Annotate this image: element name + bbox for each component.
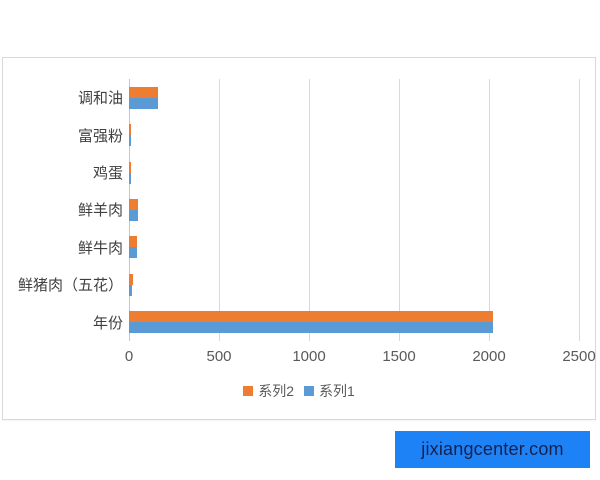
- bar-row: [129, 116, 579, 153]
- bar-row: [129, 229, 579, 266]
- x-tick-label: 500: [206, 348, 232, 365]
- bar-系列1: [129, 172, 131, 184]
- watermark-text: jixiangcenter.com: [421, 439, 564, 459]
- bar-系列1: [129, 209, 138, 221]
- category-label: 年份: [92, 314, 123, 332]
- bar-系列2: [129, 273, 133, 285]
- gridline: [489, 79, 490, 341]
- bar-系列1: [129, 97, 158, 109]
- bar-row: [129, 191, 579, 228]
- gridline: [579, 79, 580, 341]
- legend-swatch-系列1: [304, 386, 314, 396]
- legend-item-系列2: 系列2: [243, 381, 294, 401]
- x-tick-label: 0: [124, 348, 134, 365]
- x-tick-label: 1000: [292, 348, 326, 365]
- chart-frame: 调和油富强粉鸡蛋鲜羊肉鲜牛肉鲜猪肉（五花） 年份 0 500 1000 1500 2000…: [2, 57, 596, 420]
- bar-row: [129, 154, 579, 191]
- x-axis: 0 500 1000 1500 2000 2500: [3, 348, 596, 366]
- legend-item-系列1: 系列1: [304, 381, 355, 401]
- gridline: [219, 79, 220, 341]
- bar-row: [129, 304, 579, 341]
- bar-系列2: [129, 236, 138, 248]
- x-tick-label: 2000: [472, 348, 506, 365]
- category-label: 鲜牛肉: [77, 239, 123, 257]
- bar-系列2: [129, 124, 131, 136]
- bar-row: [129, 266, 579, 303]
- legend-swatch-系列2: [243, 386, 254, 396]
- bar-系列2: [129, 198, 139, 210]
- watermark-banner: jixiangcenter.com: [395, 431, 590, 468]
- category-label: 鲜羊肉: [77, 202, 123, 220]
- category-axis: 调和油富强粉鸡蛋鲜羊肉鲜牛肉鲜猪肉（五花） 年份: [3, 79, 125, 341]
- legend-label: 系列1: [319, 383, 355, 399]
- x-tick-label: 1500: [382, 348, 416, 365]
- category-label: 富强粉: [77, 127, 123, 145]
- bar-系列1: [129, 322, 493, 334]
- bar-系列1: [129, 284, 133, 296]
- bar-系列1: [129, 135, 131, 147]
- bar-系列2: [129, 161, 131, 173]
- plot-area: [129, 79, 580, 341]
- chart-legend: 系列2 系列1: [3, 381, 595, 401]
- gridline: [309, 79, 310, 341]
- category-label: 鲜猪肉（五花）: [17, 277, 123, 295]
- x-tick-label: 2500: [562, 348, 596, 365]
- category-label: 鸡蛋: [92, 165, 123, 183]
- gridline: [399, 79, 400, 341]
- bar-系列2: [129, 311, 493, 323]
- bar-row: [129, 79, 579, 116]
- category-label: 调和油: [77, 90, 123, 108]
- bar-系列2: [129, 86, 159, 98]
- legend-label: 系列2: [258, 383, 294, 399]
- bar-系列1: [129, 247, 137, 259]
